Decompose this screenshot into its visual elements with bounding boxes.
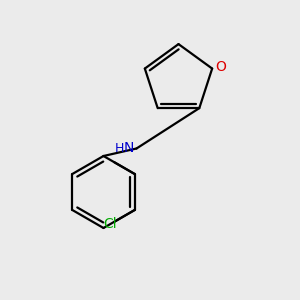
- Text: O: O: [216, 60, 226, 74]
- Text: H: H: [114, 142, 124, 155]
- Text: N: N: [124, 142, 134, 155]
- Text: Cl: Cl: [103, 217, 117, 231]
